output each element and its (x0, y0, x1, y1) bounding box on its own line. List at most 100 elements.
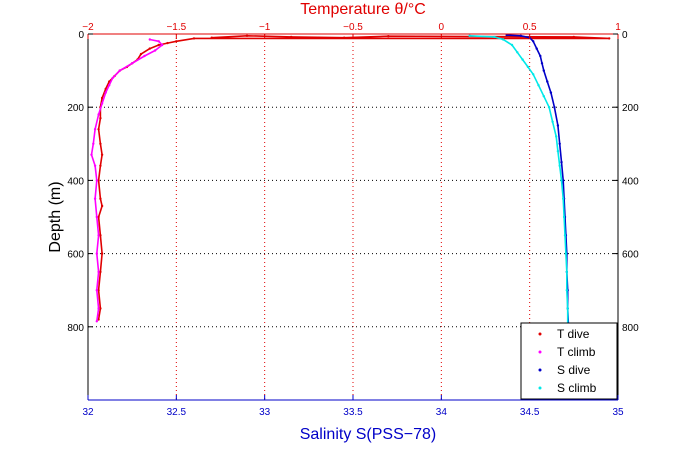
y-right-tick-label: 800 (622, 323, 639, 334)
data-point (99, 117, 102, 120)
y-left-tick-label: 400 (67, 176, 84, 187)
legend-entry: T climb (557, 345, 596, 359)
data-point (100, 102, 104, 105)
data-point (565, 289, 568, 292)
data-point (95, 320, 99, 323)
data-point (166, 41, 169, 45)
data-point (148, 38, 151, 41)
data-point (108, 84, 111, 87)
data-point (99, 197, 102, 200)
data-point (153, 49, 157, 52)
data-point (104, 91, 107, 94)
data-point (546, 80, 549, 83)
data-point (540, 62, 544, 65)
data-point (535, 47, 538, 50)
data-point (532, 73, 535, 76)
x-bottom-tick-label: 32 (82, 407, 94, 418)
data-point (556, 124, 560, 127)
tick-labels: 32 32.5 33 33.5 34 34.5 35−2 −1.5 −1 −0.5 0 0.5 10 02… (67, 22, 639, 418)
data-point (493, 35, 496, 39)
data-point (551, 120, 554, 124)
data-point (564, 252, 568, 255)
data-point (97, 318, 100, 321)
data-point (537, 84, 540, 87)
data-point (558, 142, 561, 145)
legend-marker (538, 368, 542, 372)
x-bottom-tick-label: 34 (436, 407, 448, 418)
series-s-climb (468, 34, 571, 398)
x-bottom-tick-label: 32.5 (167, 407, 187, 418)
data-point (542, 95, 545, 98)
data-point (510, 43, 514, 47)
data-point (99, 270, 102, 274)
data-point (118, 69, 122, 72)
data-point (139, 52, 143, 56)
data-point (97, 270, 100, 274)
data-point (563, 234, 567, 237)
data-point (97, 215, 100, 219)
data-point (468, 34, 471, 37)
data-point (161, 43, 164, 47)
data-point (95, 252, 99, 255)
data-point (95, 215, 99, 219)
data-point (290, 35, 293, 39)
y-axis-label: Depth (m) (47, 181, 64, 252)
data-point (157, 43, 160, 47)
data-point (521, 58, 524, 61)
data-point (97, 179, 100, 182)
data-point (560, 179, 563, 182)
x-top-tick-label: −2 (82, 22, 94, 33)
x-top-tick-label: −1 (259, 22, 271, 33)
data-point (148, 47, 151, 50)
x-axis-label: Salinity S(PSS−78) (300, 426, 437, 443)
y-right-tick-label: 200 (622, 103, 639, 114)
data-point (95, 179, 99, 182)
data-point (343, 36, 346, 39)
data-point (97, 234, 100, 237)
data-series (90, 33, 611, 398)
series-t-climb (90, 38, 164, 323)
data-point (93, 164, 97, 167)
y-left-tick-label: 200 (67, 103, 84, 114)
data-point (143, 54, 146, 58)
data-point (245, 34, 249, 37)
data-point (556, 149, 560, 153)
x-top-tick-label: −1.5 (166, 22, 186, 33)
data-point (97, 128, 100, 131)
data-point (100, 204, 104, 208)
data-point (157, 40, 160, 43)
data-point (192, 37, 196, 40)
x-top-tick-label: −0.5 (343, 22, 363, 33)
data-point (519, 34, 522, 37)
y-left-tick-label: 0 (78, 30, 84, 41)
data-point (99, 142, 102, 145)
data-point (210, 36, 213, 39)
data-point (547, 106, 551, 109)
legend: T dive T climb S dive S climb (520, 322, 618, 400)
data-point (90, 153, 93, 156)
data-point (99, 164, 102, 167)
x-bottom-tick-label: 33.5 (343, 407, 363, 418)
data-point (555, 135, 558, 138)
legend-entry: T dive (557, 327, 590, 341)
data-point (549, 91, 553, 94)
legend-box (520, 322, 618, 400)
data-point (99, 234, 102, 237)
chart-title: Temperature θ/°C (300, 1, 426, 18)
data-point (99, 307, 102, 310)
data-point (97, 113, 100, 116)
data-point (100, 153, 104, 156)
data-point (100, 96, 104, 100)
x-top-tick-label: 0 (439, 22, 445, 33)
data-point (526, 65, 530, 69)
data-point (502, 38, 505, 41)
legend-entry: S dive (557, 363, 591, 377)
data-point (542, 69, 545, 72)
data-point (175, 40, 178, 43)
x-bottom-tick-label: 35 (612, 407, 624, 418)
data-point (539, 54, 542, 58)
data-point (565, 270, 568, 274)
data-point (553, 106, 556, 109)
data-point (562, 179, 565, 182)
